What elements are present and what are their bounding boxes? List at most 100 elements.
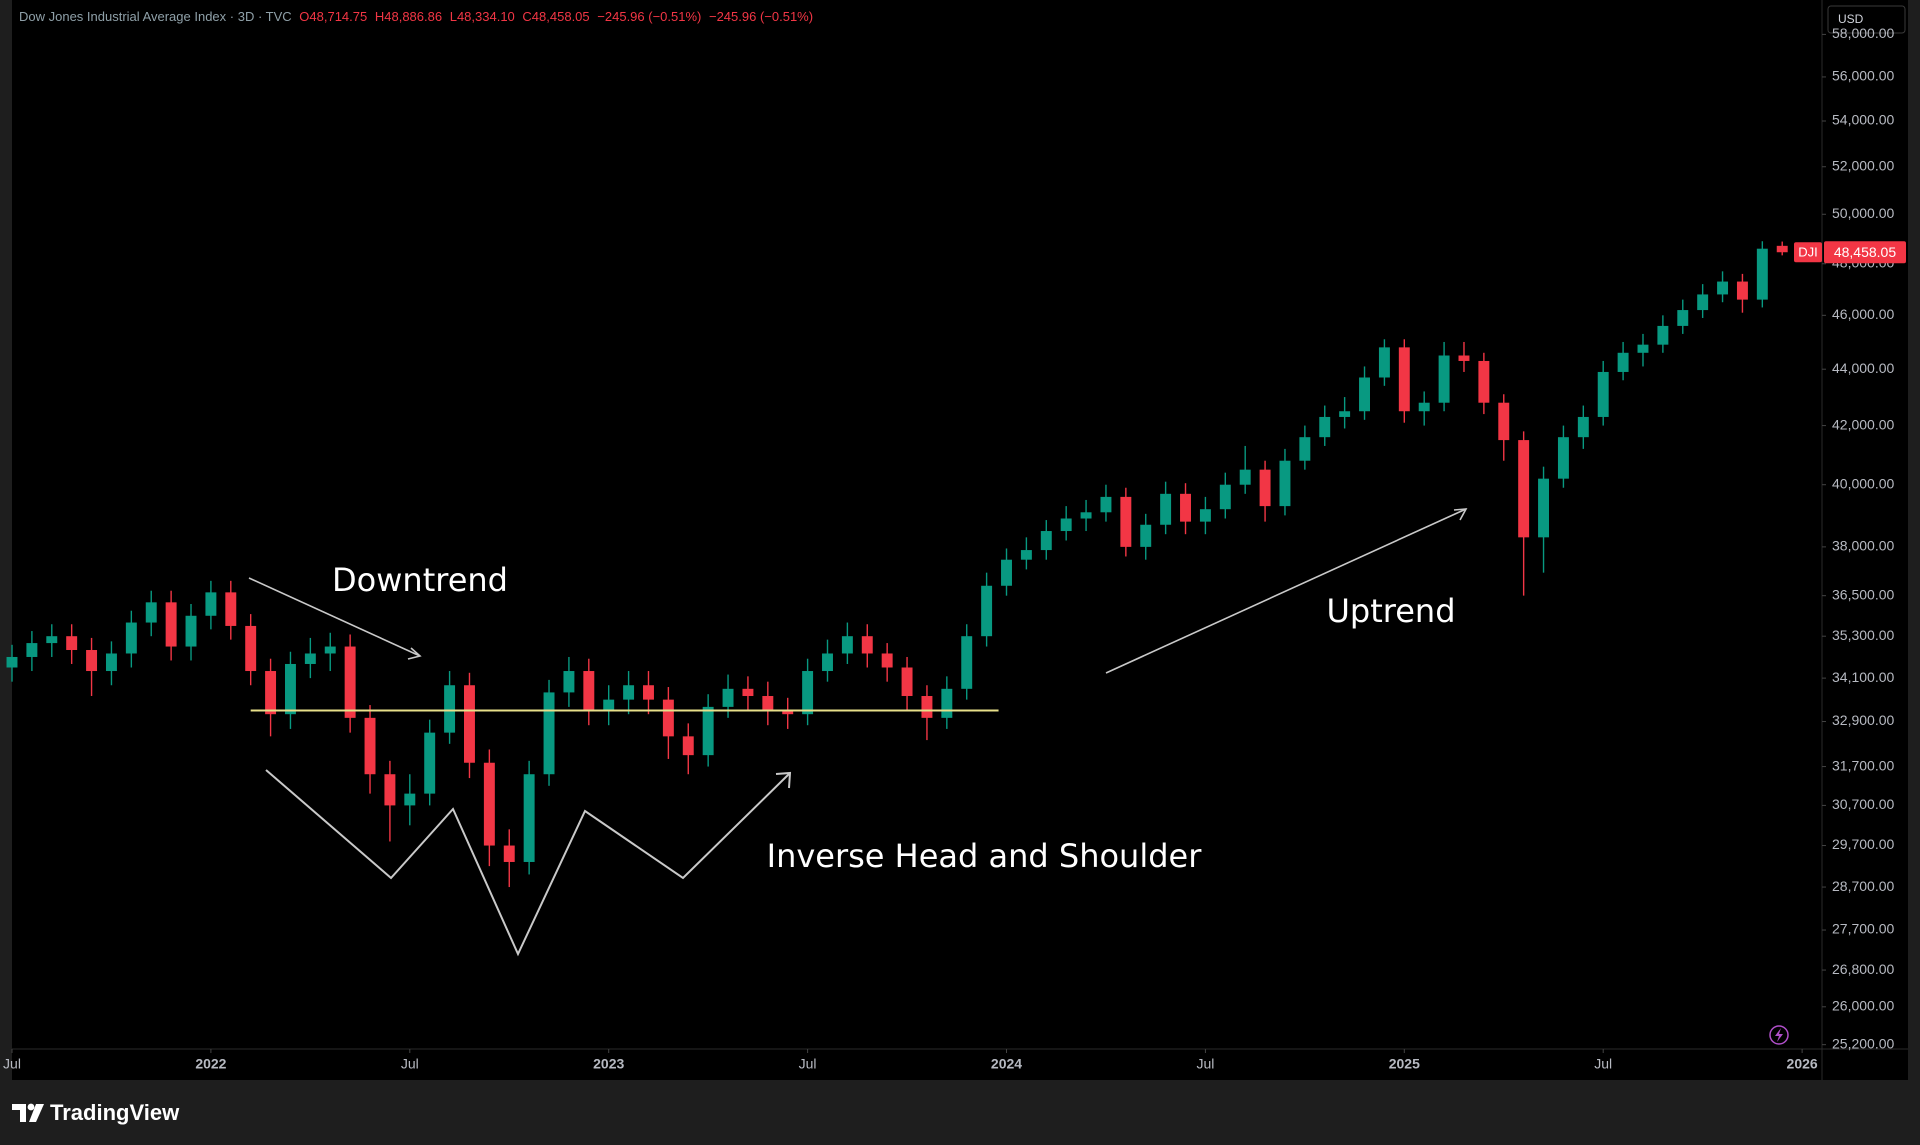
candle-body: [1299, 437, 1311, 461]
candle-body: [861, 636, 873, 654]
candle-body: [105, 653, 117, 672]
candle-body: [404, 793, 416, 806]
candle-body: [324, 646, 336, 654]
candle-body: [543, 692, 555, 775]
candle-body: [1259, 469, 1271, 507]
y-tick-label: 54,000.00: [1832, 112, 1894, 128]
candle-body: [1518, 440, 1530, 538]
arrow-head: [775, 771, 792, 789]
brand-logo[interactable]: [12, 1103, 44, 1122]
candle-body: [702, 706, 714, 756]
candle-body: [483, 762, 495, 846]
candle-body: [961, 636, 973, 689]
candle-body: [444, 685, 456, 733]
arrow-head: [1453, 508, 1468, 521]
legend-open: O48,714.75: [299, 9, 367, 24]
x-tick-label: Jul: [1594, 1056, 1612, 1072]
candle-body: [1498, 402, 1510, 441]
candle-body: [1717, 281, 1729, 295]
candle-body: [822, 653, 833, 672]
y-tick-label: 27,700.00: [1832, 921, 1894, 937]
candle-body: [1577, 416, 1589, 438]
replay-icon-bolt: [1775, 1028, 1783, 1042]
y-tick-label: 25,200.00: [1832, 1035, 1894, 1051]
candle-body: [802, 671, 814, 715]
currency-button[interactable]: [1827, 5, 1906, 34]
candle-body: [1080, 512, 1092, 519]
candle-body: [1219, 484, 1231, 510]
candle-body: [1120, 496, 1132, 547]
downtrend-arrow: [248, 577, 421, 657]
annotation: Inverse Head and Shoulder: [767, 837, 1203, 875]
y-tick-label: 40,000.00: [1832, 475, 1894, 491]
candle-body: [1637, 344, 1649, 353]
candle-body: [523, 774, 535, 862]
x-tick-label: Jul: [3, 1056, 21, 1072]
x-tick-label: 2023: [593, 1056, 624, 1072]
candle-body: [782, 710, 794, 715]
y-tick-label: 35,300.00: [1832, 627, 1894, 643]
brand-name[interactable]: TradingView: [50, 1100, 180, 1125]
candle-body: [1657, 325, 1669, 345]
x-tick-label: 2025: [1389, 1056, 1420, 1072]
price-tag: [1824, 241, 1906, 264]
chart-pane: [12, 0, 1908, 1080]
candle-body: [1697, 294, 1709, 311]
candle-body: [6, 656, 18, 668]
candle-body: [364, 717, 376, 775]
candle-body: [125, 622, 137, 654]
candle-body: [563, 671, 575, 693]
candle-body: [165, 602, 177, 647]
uptrend-arrow: [1105, 508, 1467, 674]
replay-icon[interactable]: [1769, 1025, 1789, 1045]
arrow-head: [407, 647, 422, 660]
candle-body: [762, 696, 774, 711]
currency-label[interactable]: USD: [1838, 12, 1864, 26]
x-tick-label: 2026: [1787, 1056, 1818, 1072]
legend-change: −245.96 (−0.51%): [709, 9, 813, 24]
head-and-shoulders-pattern: [265, 769, 791, 957]
candle-body: [503, 845, 515, 862]
candle-body: [742, 688, 754, 697]
candle-body: [643, 685, 654, 700]
candle-body: [901, 667, 913, 697]
candle-body: [981, 585, 993, 637]
legend-high: H48,886.86: [375, 9, 442, 24]
y-tick-label: 38,000.00: [1832, 538, 1894, 554]
candle-body: [1140, 524, 1152, 547]
x-tick-label: Jul: [401, 1056, 419, 1072]
candle-body: [603, 699, 615, 711]
legend-title: Dow Jones Industrial Average Index · 3D …: [19, 9, 292, 24]
candle-body: [1279, 460, 1291, 507]
candle-body: [1319, 416, 1331, 438]
candle-body: [1160, 493, 1172, 525]
right-edge: [1908, 0, 1920, 1080]
candle-body: [881, 653, 893, 668]
candle-body: [722, 688, 734, 707]
candle-body: [344, 646, 356, 718]
candle-body: [384, 774, 396, 806]
candle-body: [86, 650, 98, 672]
y-tick-label: 34,100.00: [1832, 669, 1894, 685]
y-tick-label: 46,000.00: [1832, 306, 1894, 322]
candle-body: [1239, 469, 1251, 485]
candle-body: [46, 636, 58, 644]
annotation: Downtrend: [332, 561, 508, 599]
candle-body: [1438, 355, 1450, 403]
symbol-tag: [1794, 242, 1822, 263]
legend-low: L48,334.10: [450, 9, 515, 24]
candle-body: [1736, 281, 1748, 300]
candle-body: [1100, 496, 1112, 513]
candle-body: [583, 671, 595, 711]
candle-body: [1478, 360, 1490, 403]
y-tick-label: 32,900.00: [1832, 712, 1894, 728]
candle-body: [623, 685, 635, 700]
legend-change: −245.96 (−0.51%): [597, 9, 701, 24]
candle-body: [245, 625, 257, 672]
legend: Dow Jones Industrial Average Index · 3D …: [19, 9, 813, 24]
candle-body: [1756, 248, 1768, 300]
y-tick-label: 31,700.00: [1832, 757, 1894, 773]
y-tick-label: 56,000.00: [1832, 68, 1894, 84]
